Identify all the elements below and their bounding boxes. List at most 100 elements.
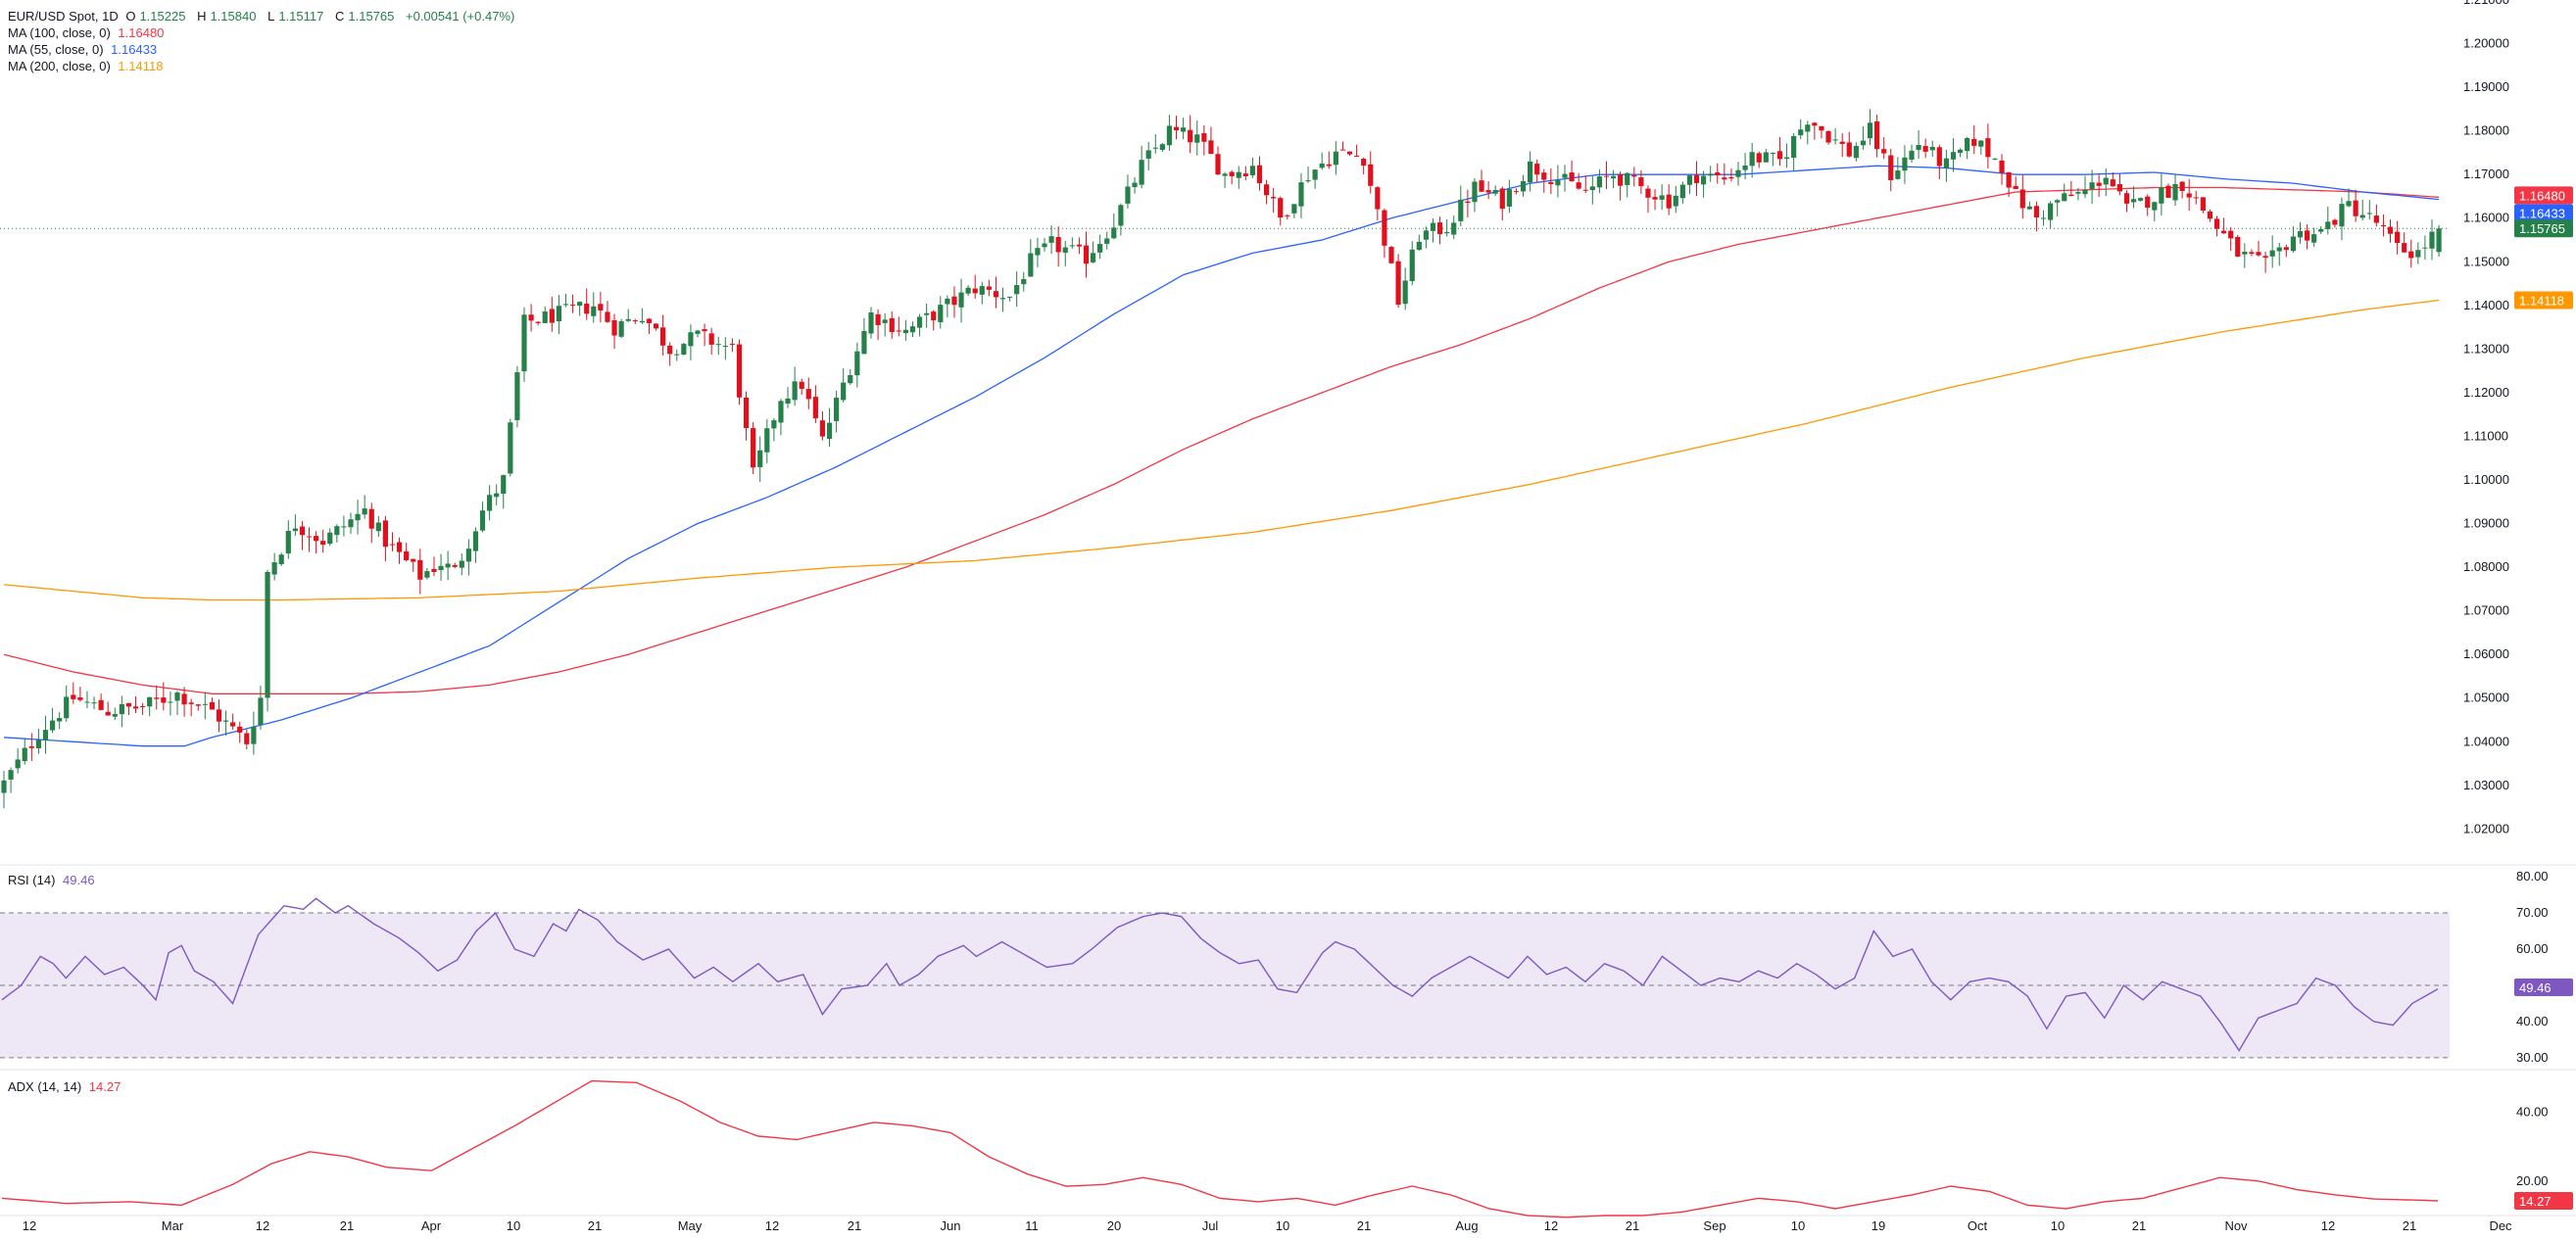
candle-body	[2103, 177, 2109, 185]
candle-body	[2311, 234, 2317, 243]
candle-body	[1395, 261, 1401, 305]
candle-body	[181, 693, 187, 705]
candle-body	[1430, 222, 1436, 231]
candle-body	[1368, 164, 1374, 186]
candle-body	[1776, 151, 1783, 160]
candle	[1104, 231, 1110, 250]
candle-body	[2373, 215, 2379, 223]
candle-body	[299, 526, 306, 536]
candle	[140, 702, 146, 715]
candle	[2207, 209, 2213, 222]
candle-body	[2262, 256, 2268, 259]
candle-body	[528, 314, 534, 321]
legend-ma55[interactable]: MA (55, close, 0) 1.16433	[8, 42, 158, 57]
candle	[2221, 217, 2227, 234]
time-tick-label: 12	[1544, 1218, 1558, 1233]
candle	[556, 294, 561, 335]
candle-body	[1645, 188, 1651, 198]
candle-body	[77, 697, 83, 700]
candle-body	[2228, 230, 2234, 239]
candle	[2123, 190, 2130, 213]
candle-body	[2359, 215, 2365, 218]
candle-body	[1936, 147, 1942, 167]
candle	[2159, 173, 2164, 215]
candle	[404, 543, 410, 562]
candle	[584, 288, 590, 320]
candle-body	[1749, 152, 1755, 167]
candle-body	[84, 701, 90, 703]
candle	[1118, 203, 1124, 236]
candle-body	[674, 354, 680, 356]
candle-body	[438, 565, 444, 571]
candle-body	[2186, 193, 2192, 198]
candle-body	[2207, 211, 2213, 219]
candle	[168, 691, 173, 716]
candle-body	[1742, 165, 1748, 170]
candle-body	[1693, 174, 1700, 183]
candle	[91, 696, 97, 710]
candle-body	[896, 330, 901, 332]
candle-body	[1249, 166, 1255, 175]
candle	[1208, 126, 1214, 155]
candle	[535, 320, 541, 326]
candle-body	[1479, 180, 1484, 192]
price-axis[interactable]: 1.21000 1.20000 1.19000 1.18000 1.17000 1.160…	[2463, 0, 2549, 1188]
time-tick-label: 12	[256, 1218, 269, 1233]
candle-body	[2040, 217, 2047, 219]
legend-ma200[interactable]: MA (200, close, 0) 1.14118	[8, 59, 164, 73]
candle	[938, 296, 944, 329]
ma200-badge: 1.14118	[2514, 291, 2573, 310]
candle-body	[1798, 129, 1804, 136]
candle	[1485, 181, 1491, 200]
candle	[28, 733, 34, 761]
candle-body	[2429, 231, 2435, 249]
candle	[757, 436, 763, 483]
candle-body	[584, 303, 590, 314]
candle-body	[2436, 228, 2442, 253]
candle	[341, 515, 347, 537]
candle	[2152, 201, 2158, 221]
candle-body	[154, 697, 160, 699]
legend-ma100[interactable]: MA (100, close, 0) 1.16480	[8, 25, 165, 40]
candle-body	[375, 522, 381, 532]
ohlc-change: +0.00541 (+0.47%)	[406, 9, 515, 24]
candle	[1492, 185, 1498, 197]
candle	[854, 342, 860, 388]
candle	[2165, 183, 2171, 199]
candle-body	[542, 310, 548, 323]
ohlc-low: L 1.15117	[267, 9, 324, 24]
legend-adx[interactable]: ADX (14, 14) 14.27	[8, 1079, 122, 1094]
legend-rsi-value: 49.46	[63, 873, 95, 887]
candle-body	[1499, 188, 1505, 210]
candle	[1520, 174, 1527, 197]
candle	[2186, 178, 2192, 212]
candle	[154, 685, 160, 710]
candle-body	[1895, 170, 1901, 179]
candle-body	[341, 526, 347, 528]
legend-rsi[interactable]: RSI (14) 49.46	[8, 873, 95, 887]
candle	[826, 407, 833, 448]
moving-averages	[0, 165, 2450, 747]
candle	[320, 529, 326, 553]
candle-body	[598, 304, 604, 310]
candle	[993, 276, 999, 309]
candle-body	[1062, 247, 1068, 253]
candle-body	[1035, 248, 1041, 256]
candle	[147, 696, 153, 717]
candle-body	[2235, 236, 2241, 257]
candle-body	[2221, 230, 2227, 234]
candle-body	[549, 309, 555, 323]
candle-body	[112, 714, 118, 717]
candle	[1874, 115, 1880, 158]
candle-body	[1375, 187, 1381, 210]
candle	[1291, 204, 1297, 218]
candle	[729, 338, 735, 353]
candle	[1805, 120, 1811, 145]
candle-body	[1569, 172, 1575, 181]
symbol-title: EUR/USD Spot, 1D	[8, 9, 119, 24]
candle	[1499, 186, 1505, 220]
candle	[299, 520, 306, 550]
candle	[2172, 173, 2178, 207]
time-axis[interactable]: 12 Mar 12 21 Apr 10 21 May 12 21 Jun 11 20 Jul 10 21 Aug…	[23, 1218, 2512, 1233]
